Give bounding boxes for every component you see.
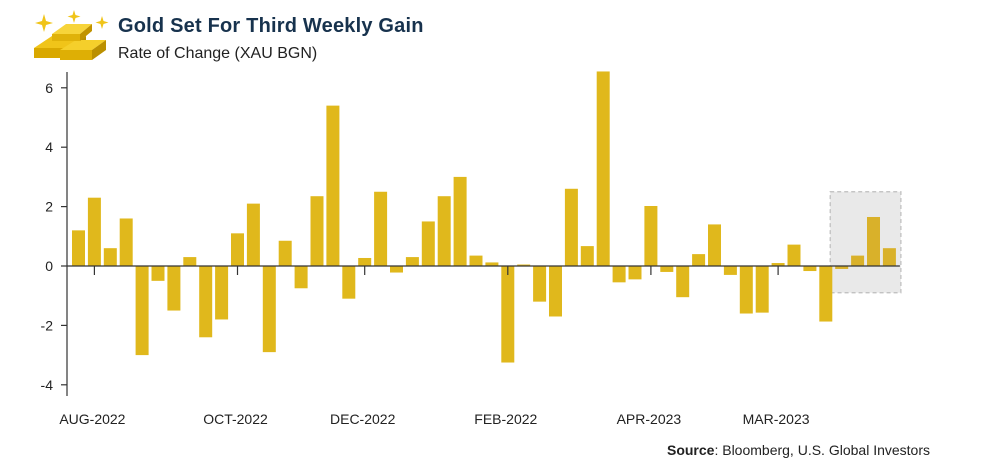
bar xyxy=(310,196,324,266)
source-text: : Bloomberg, U.S. Global Investors xyxy=(714,442,930,458)
x-tick-label: APR-2023 xyxy=(617,411,682,427)
bar xyxy=(739,266,753,314)
bar xyxy=(437,196,451,266)
bar xyxy=(390,266,403,273)
bar xyxy=(246,203,260,266)
bar xyxy=(358,257,372,266)
bar xyxy=(374,191,388,266)
bar xyxy=(755,266,769,313)
bar xyxy=(723,266,737,275)
bar xyxy=(215,266,229,320)
bar xyxy=(628,266,642,280)
bar xyxy=(262,266,276,353)
y-tick-label: 0 xyxy=(45,258,53,274)
y-tick-label: -4 xyxy=(41,377,54,393)
bar xyxy=(469,255,483,266)
bar xyxy=(835,266,849,269)
bar xyxy=(342,266,356,299)
bar xyxy=(199,266,213,338)
bar xyxy=(119,218,133,266)
bar xyxy=(692,254,706,266)
bar xyxy=(231,233,244,266)
bar xyxy=(549,266,562,317)
x-tick-label: AUG-2022 xyxy=(59,411,125,427)
chart-header: Gold Set For Third Weekly Gain Rate of C… xyxy=(0,0,1006,80)
bar xyxy=(644,206,658,266)
bar xyxy=(533,266,547,302)
bar xyxy=(87,197,101,266)
bar xyxy=(103,248,117,266)
x-tick-label: DEC-2022 xyxy=(330,411,396,427)
x-tick-label: MAR-2023 xyxy=(743,411,810,427)
bar xyxy=(167,266,181,311)
bar xyxy=(564,188,578,266)
y-tick-label: -2 xyxy=(41,317,54,333)
bar xyxy=(183,257,197,266)
source-label: Source xyxy=(666,442,715,458)
bar xyxy=(803,266,817,272)
bar xyxy=(151,266,165,281)
bar xyxy=(787,244,801,266)
bar xyxy=(596,71,610,266)
chart-subtitle: Rate of Change (XAU BGN) xyxy=(118,45,318,62)
bar xyxy=(660,266,674,272)
bar xyxy=(580,246,594,266)
bar xyxy=(501,266,515,363)
bar xyxy=(882,248,896,266)
y-tick-label: 2 xyxy=(45,199,53,215)
bar xyxy=(771,263,785,266)
bar xyxy=(278,240,292,266)
bar xyxy=(453,176,467,266)
bar xyxy=(405,257,419,266)
x-tick-label: FEB-2022 xyxy=(474,411,537,427)
y-tick-label: 4 xyxy=(45,139,53,155)
bar xyxy=(851,255,865,266)
bar xyxy=(294,266,308,289)
bar xyxy=(676,266,690,298)
bar xyxy=(517,264,531,266)
gold-bars-icon xyxy=(34,10,109,60)
bar xyxy=(612,266,626,283)
bar xyxy=(867,216,880,266)
highlight-box xyxy=(829,191,902,294)
bar xyxy=(485,262,499,266)
bar xyxy=(135,266,149,356)
source-note: Source: Bloomberg, U.S. Global Investors xyxy=(667,442,930,458)
bar xyxy=(819,266,833,322)
bar-chart: -4 -2 0 2 4 6 AUG-2022 OCT-2022 DEC-2022 FEB-2022… xyxy=(41,71,902,427)
y-tick-label: 6 xyxy=(45,80,53,96)
bar xyxy=(72,230,85,266)
x-tick-label: OCT-2022 xyxy=(203,411,268,427)
bar xyxy=(326,105,340,267)
bar xyxy=(708,224,721,266)
chart-title: Gold Set For Third Weekly Gain xyxy=(118,15,424,37)
bar xyxy=(421,221,435,266)
